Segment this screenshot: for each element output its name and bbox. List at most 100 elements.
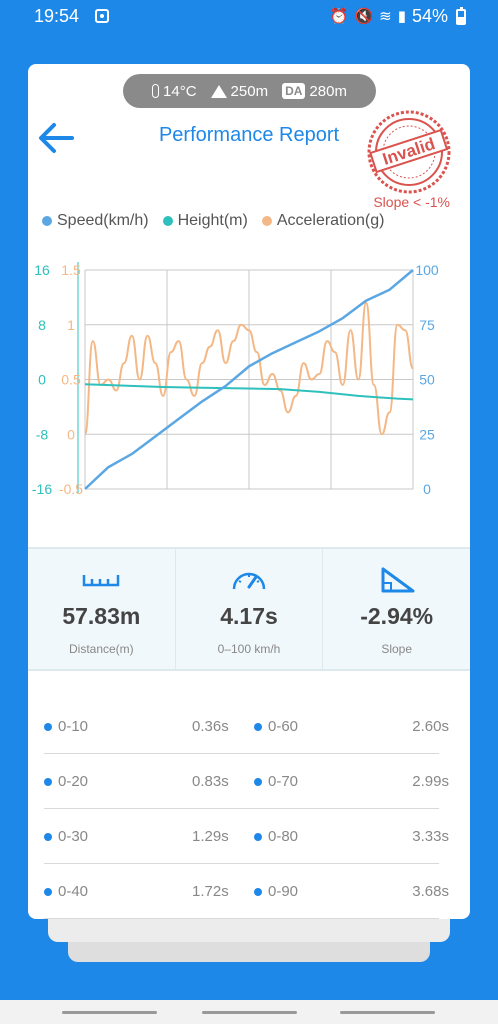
battery-percent: 54% [411, 6, 448, 26]
page-title: Performance Report [158, 124, 340, 146]
stamp-text: Invalid [380, 134, 437, 169]
speedometer-icon [232, 572, 266, 590]
left2-tick-label: 1.5 [61, 262, 81, 278]
table-row: 0-40 1.72s 0-90 3.68s [44, 864, 449, 919]
table-row: 0-10 0.36s 0-60 2.60s [44, 699, 449, 754]
right-tick-label: 0 [423, 481, 431, 497]
status-time: 19:54 [34, 6, 80, 26]
performance-chart: 16 8 0 -8 -16 1.5 1 0.5 0 -0.5 100 75 50 25 0 [32, 262, 439, 497]
bullet-icon [254, 887, 262, 896]
left2-tick-label: 0 [67, 426, 75, 442]
split-label: 0-10 [58, 718, 89, 735]
legend-label: Speed(km/h) [57, 212, 149, 229]
legend-item-acceleration: Acceleration(g) [261, 212, 385, 230]
split-time: 3.68s [412, 883, 449, 900]
bullet-icon [44, 777, 52, 786]
wifi-icon: ≋ [379, 7, 392, 25]
nav-home-button[interactable] [202, 1011, 297, 1014]
thermometer-icon [152, 84, 160, 98]
left2-tick-label: 1 [67, 317, 75, 333]
stat-slope: -2.94% Slope [322, 549, 470, 669]
legend-dot [162, 216, 173, 226]
stats-panel: 57.83m Distance(m) 4.17s 0–100 km/h -2.9… [28, 547, 470, 671]
split-time: 3.33s [412, 828, 449, 845]
left1-tick-label: 16 [34, 262, 50, 278]
back-button[interactable] [36, 120, 76, 156]
right-tick-label: 50 [419, 372, 435, 388]
time-value: 4.17s [220, 603, 278, 629]
split-time: 1.29s [192, 828, 229, 845]
splits-table: 0-10 0.36s 0-60 2.60s 0-20 0.83s 0-70 2.… [44, 699, 449, 919]
app-notification-icon [95, 9, 109, 23]
left2-tick-label: -0.5 [59, 481, 83, 497]
altitude: 250m [230, 82, 269, 100]
split-time: 0.36s [192, 718, 229, 735]
legend-dot [261, 216, 272, 226]
bullet-icon [44, 722, 52, 731]
right-tick-label: 75 [419, 317, 435, 333]
slope-icon [381, 567, 415, 593]
split-label: 0-80 [268, 828, 299, 845]
alarm-icon: ⏰ [329, 7, 349, 25]
status-bar: 19:54 ⏰ 🔇 ≋ ▮ 54% [0, 0, 498, 32]
legend-item-height: Height(m) [162, 212, 248, 230]
conditions-pill: 14°C 250m DA 280m [123, 74, 376, 108]
legend-item-speed: Speed(km/h) [42, 212, 149, 230]
table-row: 0-20 0.83s 0-70 2.99s [44, 754, 449, 809]
split-label: 0-40 [58, 883, 89, 900]
chart-legend: Speed(km/h) Height(m) Acceleration(g) [42, 212, 384, 230]
nav-back-button[interactable] [340, 1011, 435, 1014]
right-tick-label: 25 [419, 426, 435, 442]
navigation-bar [0, 1000, 498, 1024]
split-label: 0-20 [58, 773, 89, 790]
battery-icon [456, 6, 466, 25]
split-label: 0-70 [268, 773, 299, 790]
signal-icon: ▮ [397, 7, 406, 25]
height-series-line [84, 383, 414, 401]
split-label: 0-60 [268, 718, 299, 735]
split-time: 2.60s [412, 718, 449, 735]
distance-label: Distance(m) [68, 642, 134, 656]
back-arrow-icon [39, 123, 74, 153]
acceleration-series-line [84, 301, 414, 436]
report-card: 14°C 250m DA 280m Performance Report Inv… [28, 64, 470, 919]
density-altitude: 280m [309, 82, 347, 100]
nav-recents-button[interactable] [62, 1011, 157, 1014]
slope-value: -2.94% [360, 603, 434, 629]
table-row: 0-30 1.29s 0-80 3.33s [44, 809, 449, 864]
left1-tick-label: -16 [32, 481, 52, 497]
legend-dot [42, 216, 52, 226]
bullet-icon [254, 832, 262, 841]
stat-acceleration-time: 4.17s 0–100 km/h [174, 549, 323, 669]
slope-warning: Slope < -1% [373, 194, 450, 210]
distance-value: 57.83m [62, 603, 141, 629]
legend-label: Acceleration(g) [276, 212, 385, 229]
split-label: 0-30 [58, 828, 89, 845]
left2-tick-label: 0.5 [61, 372, 81, 388]
bullet-icon [254, 777, 262, 786]
ruler-icon [83, 575, 120, 587]
right-tick-label: 100 [415, 262, 439, 278]
left1-tick-label: 8 [38, 317, 46, 333]
card-stack-shadow-1 [48, 918, 450, 942]
bullet-icon [254, 722, 262, 731]
density-altitude-badge: DA [282, 83, 306, 99]
speed-series-line [84, 269, 414, 490]
invalid-stamp: Invalid [367, 110, 451, 194]
stat-distance: 57.83m Distance(m) [28, 549, 175, 669]
status-icons: ⏰ 🔇 ≋ ▮ 54% [330, 6, 466, 27]
time-label: 0–100 km/h [217, 642, 281, 656]
slope-label: Slope [381, 642, 413, 656]
mute-icon: 🔇 [354, 7, 374, 25]
left1-tick-label: 0 [38, 372, 46, 388]
split-time: 1.72s [192, 883, 229, 900]
left1-tick-label: -8 [36, 426, 49, 442]
legend-label: Height(m) [177, 212, 248, 229]
split-time: 2.99s [412, 773, 449, 790]
bullet-icon [44, 887, 52, 896]
mountain-icon [210, 84, 227, 98]
bullet-icon [44, 832, 52, 841]
temperature: 14°C [163, 82, 197, 100]
split-label: 0-90 [268, 883, 299, 900]
split-time: 0.83s [192, 773, 229, 790]
